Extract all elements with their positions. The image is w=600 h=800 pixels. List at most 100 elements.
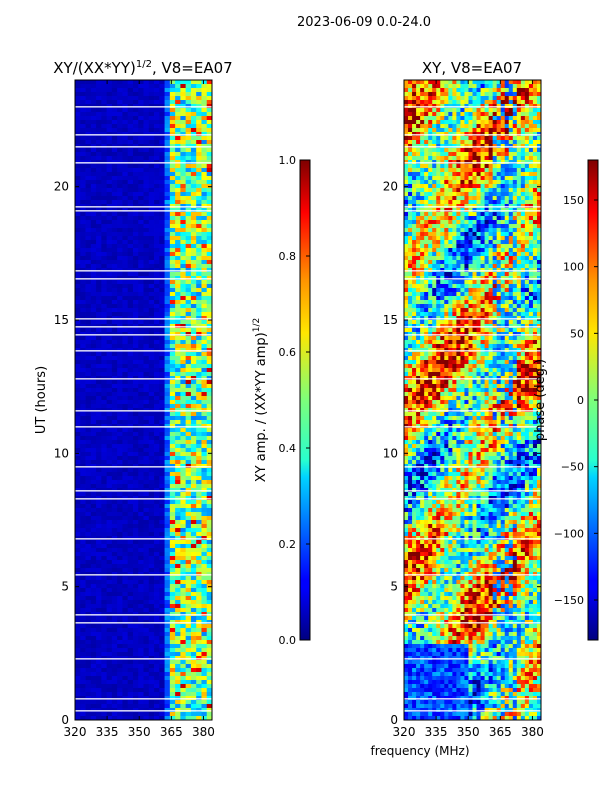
amplitude-cell — [75, 400, 81, 405]
phase-cell — [436, 80, 441, 85]
amplitude-cell — [148, 148, 155, 153]
amplitude-cell — [101, 532, 108, 537]
amplitude-cell — [164, 508, 171, 513]
amplitude-cell — [122, 328, 129, 333]
amplitude-cell — [185, 588, 192, 593]
amplitude-cell — [154, 608, 160, 613]
amplitude-flag-gap — [75, 206, 212, 208]
amplitude-cell — [148, 468, 155, 473]
amplitude-cell — [180, 200, 187, 205]
amplitude-cell — [132, 600, 139, 605]
amplitude-cell — [117, 188, 123, 193]
phase-cell — [488, 84, 494, 89]
amplitude-cell — [159, 508, 165, 513]
amplitude-cell — [169, 584, 176, 589]
amplitude-cell — [169, 84, 176, 89]
phase-cell — [532, 96, 538, 101]
amplitude-cell — [85, 340, 92, 345]
amplitude-cell — [190, 492, 197, 497]
amplitude-cell — [75, 280, 81, 285]
amplitude-cell — [117, 220, 123, 225]
amplitude-cell — [85, 412, 92, 417]
phase-cell — [424, 108, 429, 113]
amplitude-cell — [117, 448, 123, 453]
amplitude-cell — [75, 356, 81, 361]
phase-cell — [428, 108, 433, 113]
amplitude-cell — [175, 416, 181, 421]
amplitude-cell — [117, 396, 123, 401]
amplitude-cell — [159, 232, 165, 237]
amplitude-cell — [111, 380, 118, 385]
amplitude-cell — [111, 644, 118, 649]
amplitude-cell — [164, 96, 171, 101]
amplitude-cell — [106, 380, 113, 385]
amplitude-cell — [122, 460, 129, 465]
amplitude-cell — [101, 280, 108, 285]
amplitude-cell — [127, 580, 134, 585]
amplitude-cell — [127, 352, 134, 357]
amplitude-cell — [90, 96, 97, 101]
amplitude-cell — [154, 512, 160, 517]
amplitude-cell — [111, 652, 118, 657]
amplitude-cell — [101, 196, 108, 201]
amplitude-cell — [117, 256, 123, 261]
amplitude-cell — [190, 444, 197, 449]
amplitude-cell — [185, 632, 192, 637]
amplitude-cell — [143, 604, 150, 609]
amplitude-cell — [206, 196, 213, 201]
amplitude-cell — [175, 112, 181, 117]
phase-cell — [492, 156, 498, 161]
amplitude-cell — [143, 212, 150, 217]
phase-cell — [420, 120, 425, 125]
amplitude-cell — [80, 460, 86, 465]
amplitude-cell — [201, 384, 208, 389]
amplitude-cell — [154, 368, 160, 373]
amplitude-cell — [96, 196, 102, 201]
amplitude-cell — [138, 688, 144, 693]
phase-cell — [448, 80, 453, 85]
amplitude-cell — [201, 632, 208, 637]
amplitude-cell — [164, 360, 171, 365]
amplitude-cell — [148, 564, 155, 569]
amplitude-cell — [117, 352, 123, 357]
phase-cell — [424, 156, 429, 161]
amplitude-cell — [85, 228, 92, 233]
amplitude-cell — [164, 580, 171, 585]
phase-cell — [412, 168, 417, 173]
phase-cell — [472, 96, 477, 101]
amplitude-cell — [96, 384, 102, 389]
phase-cell — [464, 140, 469, 145]
amplitude-cell — [132, 416, 139, 421]
amplitude-cell — [185, 600, 192, 605]
amplitude-cell — [90, 100, 97, 105]
amplitude-cell — [127, 216, 134, 221]
amplitude-cell — [169, 360, 176, 365]
amplitude-cell — [190, 476, 197, 481]
amplitude-cell — [201, 148, 208, 153]
amplitude-cell — [96, 280, 102, 285]
amplitude-cell — [96, 484, 102, 489]
phase-cell — [404, 100, 409, 105]
phase-cell — [424, 84, 429, 89]
phase-cell — [516, 148, 522, 153]
phase-cell — [412, 152, 417, 157]
phase-cell — [408, 148, 413, 153]
amplitude-cell — [164, 688, 171, 693]
amplitude-cell — [164, 640, 171, 645]
amplitude-cell — [138, 100, 144, 105]
phase-cell — [480, 156, 485, 161]
amplitude-cell — [75, 308, 81, 313]
amplitude-cell — [175, 704, 181, 709]
amplitude-cell — [164, 608, 171, 613]
amplitude-cell — [190, 188, 197, 193]
amplitude-cell — [159, 616, 165, 621]
amplitude-cell — [90, 484, 97, 489]
amplitude-cell — [169, 172, 176, 177]
amplitude-cell — [85, 256, 92, 261]
amplitude-cell — [190, 280, 197, 285]
amplitude-cell — [159, 428, 165, 433]
amplitude-cell — [196, 428, 202, 433]
amplitude-cell — [164, 240, 171, 245]
amplitude-cell — [169, 112, 176, 117]
amplitude-cell — [164, 140, 171, 145]
